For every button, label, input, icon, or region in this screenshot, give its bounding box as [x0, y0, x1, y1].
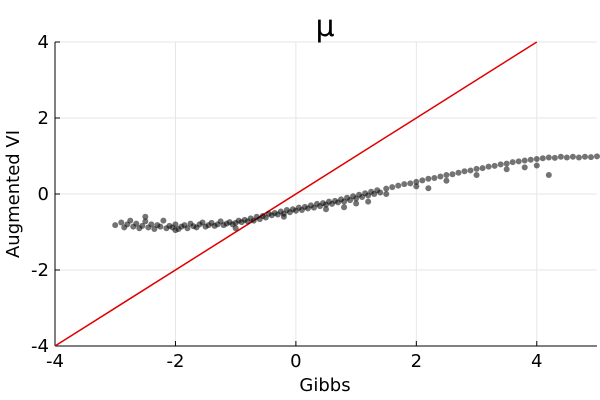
data-point-110 [515, 158, 522, 165]
data-point-90 [395, 182, 402, 189]
data-point-100 [455, 169, 462, 176]
data-point-132 [545, 172, 552, 178]
data-point-98 [443, 172, 450, 178]
scatter-points [112, 153, 600, 234]
data-point-101 [461, 168, 468, 175]
data-point-126 [383, 191, 390, 197]
data-point-91 [401, 181, 408, 188]
data-point-0 [112, 222, 119, 229]
x-tick-label-4: 4 [531, 351, 542, 372]
axes [54, 41, 597, 347]
data-point-11 [148, 221, 155, 228]
data-point-15 [160, 217, 167, 224]
data-point-99 [449, 171, 456, 178]
data-point-93 [413, 178, 420, 185]
data-point-4 [127, 217, 134, 224]
x-tick-label-0: -4 [46, 351, 64, 372]
y-axis-label: Augmented VI [3, 130, 24, 258]
reference-line-group [54, 41, 538, 347]
data-point-14 [157, 223, 164, 230]
data-point-121 [581, 153, 588, 160]
data-point-97 [437, 173, 444, 180]
data-point-88 [383, 185, 390, 192]
chart-title: μ [315, 9, 334, 44]
grid-lines [54, 41, 597, 347]
y-tick-label-0: -4 [31, 336, 49, 357]
y-tick-label-4: 4 [38, 32, 49, 53]
data-point-138 [232, 225, 239, 232]
tick-labels: -4 -2 0 2 4 -4 -2 0 2 4 [31, 32, 542, 372]
y-tick-label-2: 0 [38, 184, 49, 205]
data-point-128 [443, 177, 450, 184]
data-point-94 [419, 177, 426, 184]
identity-reference-line [54, 41, 538, 347]
data-point-107 [497, 161, 504, 168]
data-point-102 [467, 167, 474, 174]
data-point-139 [172, 227, 179, 234]
data-point-23 [184, 225, 191, 232]
data-point-130 [503, 166, 510, 173]
data-point-117 [557, 153, 564, 160]
data-point-134 [425, 185, 432, 192]
data-point-113 [533, 156, 540, 163]
data-point-105 [485, 163, 492, 170]
data-point-127 [413, 183, 420, 190]
data-point-109 [509, 159, 516, 166]
data-point-137 [280, 213, 287, 220]
data-point-106 [491, 162, 498, 169]
data-point-119 [569, 153, 576, 160]
x-tick-label-2: 0 [290, 351, 301, 372]
data-point-125 [353, 200, 360, 207]
data-point-103 [473, 165, 480, 172]
data-point-8 [139, 222, 146, 229]
data-point-9 [142, 218, 149, 225]
data-point-135 [365, 198, 372, 205]
x-tick-label-3: 2 [411, 351, 422, 372]
data-point-95 [425, 175, 432, 182]
data-point-133 [521, 164, 528, 171]
data-point-129 [473, 172, 480, 178]
data-point-104 [479, 165, 486, 172]
data-point-92 [407, 180, 414, 187]
data-point-114 [539, 155, 546, 162]
data-point-136 [341, 204, 348, 211]
data-point-1 [118, 219, 125, 226]
data-point-124 [323, 206, 329, 213]
data-point-112 [527, 156, 534, 163]
data-point-116 [551, 154, 558, 161]
data-point-140 [142, 213, 149, 220]
data-point-19 [172, 221, 179, 228]
data-point-96 [431, 175, 438, 182]
y-tick-label-3: 2 [38, 108, 49, 129]
data-point-6 [133, 220, 140, 227]
x-tick-label-1: -2 [166, 351, 184, 372]
data-point-89 [389, 184, 396, 191]
data-point-108 [503, 160, 510, 167]
data-point-120 [575, 154, 582, 161]
data-point-122 [587, 154, 594, 161]
data-point-28 [199, 219, 206, 226]
data-point-131 [533, 162, 540, 169]
data-point-111 [521, 157, 528, 164]
data-point-115 [545, 154, 552, 161]
x-axis-label: Gibbs [299, 375, 350, 396]
data-point-118 [563, 154, 570, 161]
y-tick-label-1: -2 [31, 260, 49, 281]
data-point-87 [377, 189, 384, 196]
data-point-123 [594, 153, 600, 160]
